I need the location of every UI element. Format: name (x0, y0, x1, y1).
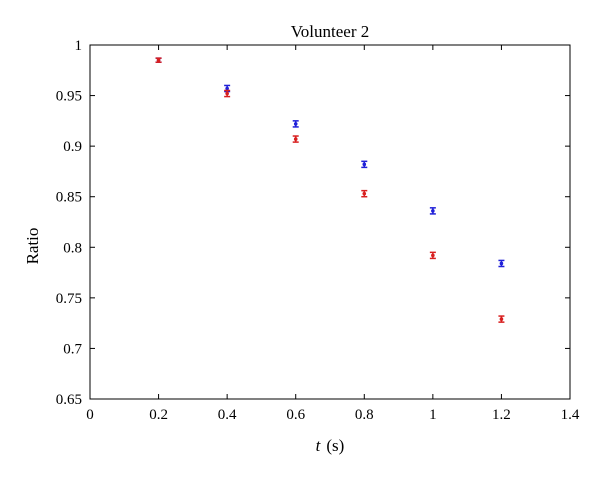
x-axis-unit: (s) (326, 436, 344, 455)
data-point (292, 120, 299, 128)
y-tick-label: 0.85 (56, 190, 82, 206)
data-point (224, 89, 231, 98)
data-point (155, 57, 162, 63)
data-mark-group (155, 57, 505, 323)
data-marker (499, 317, 504, 321)
y-tick-label: 1 (75, 38, 83, 54)
plot-frame (89, 44, 571, 400)
data-marker (293, 122, 298, 126)
x-tick-label: 1.4 (561, 407, 580, 423)
y-tick-label: 0.9 (63, 139, 82, 155)
data-marker (362, 162, 367, 167)
data-marker (431, 253, 435, 258)
series-1 (155, 57, 505, 268)
data-marker (431, 209, 435, 213)
data-point (292, 135, 299, 143)
data-marker (362, 191, 367, 196)
data-point (498, 315, 505, 323)
x-axis-variable: t (316, 436, 322, 455)
data-marker (156, 58, 161, 62)
data-point (361, 189, 368, 198)
series-2 (155, 57, 505, 323)
x-tick-label: 0.4 (218, 407, 237, 423)
data-point (498, 259, 505, 268)
y-tick-label: 0.75 (56, 291, 82, 307)
data-point (361, 160, 368, 169)
data-marker (225, 86, 229, 91)
x-tick-label: 0.6 (286, 407, 305, 423)
data-point (429, 207, 436, 215)
y-tick-label: 0.7 (63, 341, 82, 357)
tick-group: 0 0.2 0.4 0.6 0.8 1 1.2 1.4 0.65 0.7 0.75 0.8 0.85 0.… (56, 38, 580, 423)
x-tick-label: 0.2 (149, 407, 168, 423)
x-tick-label: 1 (429, 407, 437, 423)
y-axis-title: Ratio (23, 228, 42, 265)
data-marker (499, 261, 504, 266)
x-tick-label: 1.2 (492, 407, 511, 423)
y-tick-label: 0.65 (56, 392, 82, 408)
x-tick-label: 0.8 (355, 407, 374, 423)
data-marker (225, 91, 229, 96)
y-tick-label: 0.95 (56, 89, 82, 105)
data-marker (293, 137, 298, 141)
chart-title: Volunteer 2 (291, 22, 370, 41)
x-tick-label: 0 (86, 407, 94, 423)
y-tick-label: 0.8 (63, 240, 82, 256)
data-point (429, 251, 436, 260)
x-axis-title: t (s) (316, 436, 345, 455)
